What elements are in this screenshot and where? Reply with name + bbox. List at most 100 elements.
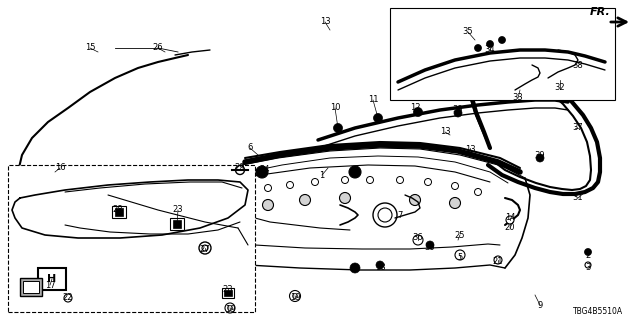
Text: 5: 5 <box>458 253 463 262</box>
Text: 25: 25 <box>455 230 465 239</box>
Circle shape <box>373 203 397 227</box>
Text: 24: 24 <box>260 165 270 174</box>
Circle shape <box>339 193 351 204</box>
Circle shape <box>413 235 423 245</box>
Text: 27: 27 <box>200 245 211 254</box>
Text: 26: 26 <box>153 44 163 52</box>
Text: 33: 33 <box>513 93 524 102</box>
Circle shape <box>202 245 208 251</box>
Circle shape <box>199 242 211 254</box>
Bar <box>23 281 39 293</box>
Circle shape <box>426 241 434 249</box>
Circle shape <box>292 293 298 299</box>
Bar <box>173 220 181 228</box>
Circle shape <box>227 306 232 310</box>
Text: 9: 9 <box>538 300 543 309</box>
Circle shape <box>287 181 294 188</box>
Text: 39: 39 <box>534 150 545 159</box>
Circle shape <box>300 195 310 205</box>
Text: 4: 4 <box>353 171 358 180</box>
Text: TBG4B5510A: TBG4B5510A <box>573 308 623 316</box>
Circle shape <box>374 114 383 123</box>
Bar <box>170 218 184 230</box>
Circle shape <box>424 179 431 186</box>
Text: 34: 34 <box>484 45 495 54</box>
Circle shape <box>378 208 392 222</box>
Text: 20: 20 <box>505 223 515 233</box>
Text: 17: 17 <box>45 281 55 290</box>
Text: 32: 32 <box>555 84 565 92</box>
Circle shape <box>262 199 273 211</box>
Circle shape <box>474 188 481 196</box>
Circle shape <box>376 261 384 269</box>
Circle shape <box>312 179 319 186</box>
Text: 7: 7 <box>397 211 403 220</box>
Text: 2: 2 <box>586 251 591 260</box>
Text: 19: 19 <box>290 293 300 302</box>
Circle shape <box>499 36 506 44</box>
Text: 36: 36 <box>413 234 424 243</box>
Bar <box>20 278 42 296</box>
Circle shape <box>413 108 422 116</box>
Circle shape <box>256 166 268 178</box>
Circle shape <box>486 41 493 47</box>
Text: 16: 16 <box>54 164 65 172</box>
Text: 28: 28 <box>113 205 124 214</box>
Text: 22: 22 <box>63 293 73 302</box>
Circle shape <box>236 165 244 174</box>
Bar <box>390 8 615 100</box>
Circle shape <box>64 294 72 302</box>
Circle shape <box>289 291 301 301</box>
Text: 19: 19 <box>225 306 236 315</box>
Text: 23: 23 <box>223 285 234 294</box>
Text: 1: 1 <box>319 171 324 180</box>
Circle shape <box>474 44 481 52</box>
Circle shape <box>506 216 514 224</box>
Text: 23: 23 <box>173 205 183 214</box>
Circle shape <box>342 177 349 183</box>
Circle shape <box>455 250 465 260</box>
Text: 8: 8 <box>352 266 358 275</box>
Circle shape <box>410 195 420 205</box>
Text: FR.: FR. <box>589 7 611 17</box>
Text: 10: 10 <box>330 103 340 113</box>
Bar <box>38 268 66 290</box>
Circle shape <box>367 177 374 183</box>
Text: 18: 18 <box>374 263 385 273</box>
Circle shape <box>494 256 502 264</box>
Text: H: H <box>47 274 56 284</box>
Text: 35: 35 <box>463 28 474 36</box>
Text: 31: 31 <box>573 194 583 203</box>
Circle shape <box>584 249 591 255</box>
Circle shape <box>349 166 361 178</box>
Bar <box>224 290 232 296</box>
Circle shape <box>264 185 271 191</box>
Text: 39: 39 <box>452 106 463 115</box>
Circle shape <box>333 124 342 132</box>
Text: 6: 6 <box>247 143 253 153</box>
Circle shape <box>536 154 544 162</box>
Text: 3: 3 <box>586 263 591 273</box>
Bar <box>222 288 234 298</box>
Bar <box>112 206 126 218</box>
Circle shape <box>585 262 591 268</box>
Circle shape <box>225 303 235 313</box>
Text: 38: 38 <box>573 60 584 69</box>
Text: 12: 12 <box>410 103 420 113</box>
Text: 11: 11 <box>368 95 378 105</box>
Circle shape <box>397 177 403 183</box>
Text: 29: 29 <box>235 164 245 172</box>
Text: 15: 15 <box>84 44 95 52</box>
Text: 14: 14 <box>505 213 515 222</box>
Circle shape <box>350 263 360 273</box>
Circle shape <box>451 182 458 189</box>
Text: 13: 13 <box>440 127 451 137</box>
Bar <box>115 208 123 216</box>
Text: 13: 13 <box>465 146 476 155</box>
Circle shape <box>449 197 461 209</box>
Text: 37: 37 <box>573 124 584 132</box>
Text: 13: 13 <box>320 18 330 27</box>
Bar <box>8 165 255 312</box>
Text: 30: 30 <box>425 244 435 252</box>
Circle shape <box>454 109 462 117</box>
